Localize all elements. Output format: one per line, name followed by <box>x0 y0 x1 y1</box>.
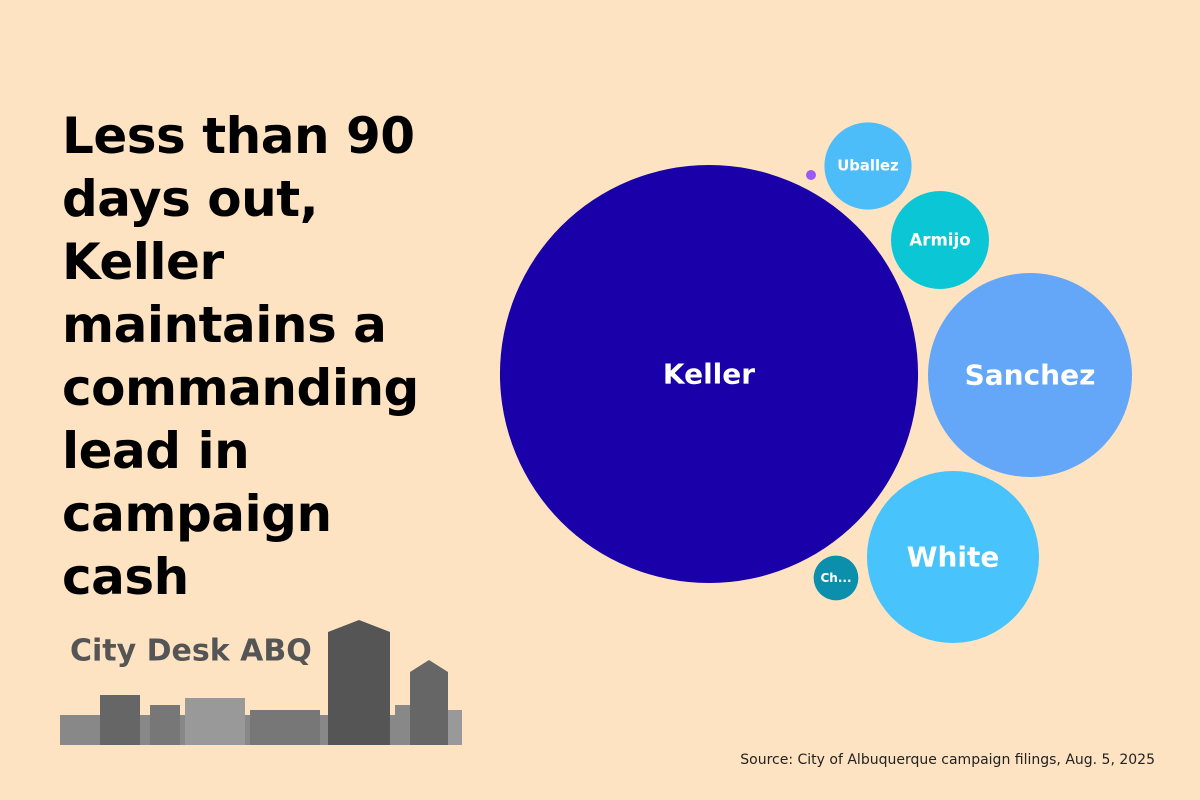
chart-title: Less than 90 days out, Keller maintains … <box>62 107 419 606</box>
bubble-label: White <box>907 541 1000 574</box>
source-note: Source: City of Albuquerque campaign fil… <box>740 752 1155 768</box>
bubble-label: Sanchez <box>965 359 1096 392</box>
bubble-label: Uballez <box>837 158 898 175</box>
logo-text: City Desk ABQ <box>70 634 312 669</box>
bubble <box>813 555 859 601</box>
bubble <box>499 164 919 584</box>
bubble-label: Keller <box>663 358 755 391</box>
bubble <box>891 191 989 289</box>
bubble <box>866 470 1040 644</box>
skyline <box>60 620 462 745</box>
bubble <box>824 122 912 210</box>
bubble-label: Ch... <box>820 571 851 585</box>
bubble-label: Armijo <box>909 231 970 250</box>
bubble <box>806 170 816 180</box>
bubble <box>928 273 1132 477</box>
